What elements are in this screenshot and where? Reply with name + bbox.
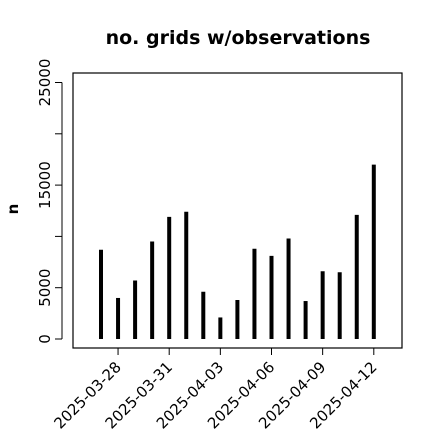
y-axis-label: n [4,204,22,215]
x-axis: 2025-03-282025-03-312025-04-032025-04-06… [50,347,381,432]
y-axis: 0 5000 15000 25000 [36,59,63,344]
y-tick-label: 25000 [36,59,54,107]
chart-title: no. grids w/observations [106,27,371,49]
y-tick-label: 15000 [36,161,54,209]
y-tick-label: 0 [36,334,54,344]
y-tick-label: 5000 [36,269,54,307]
bars-group [99,164,376,339]
